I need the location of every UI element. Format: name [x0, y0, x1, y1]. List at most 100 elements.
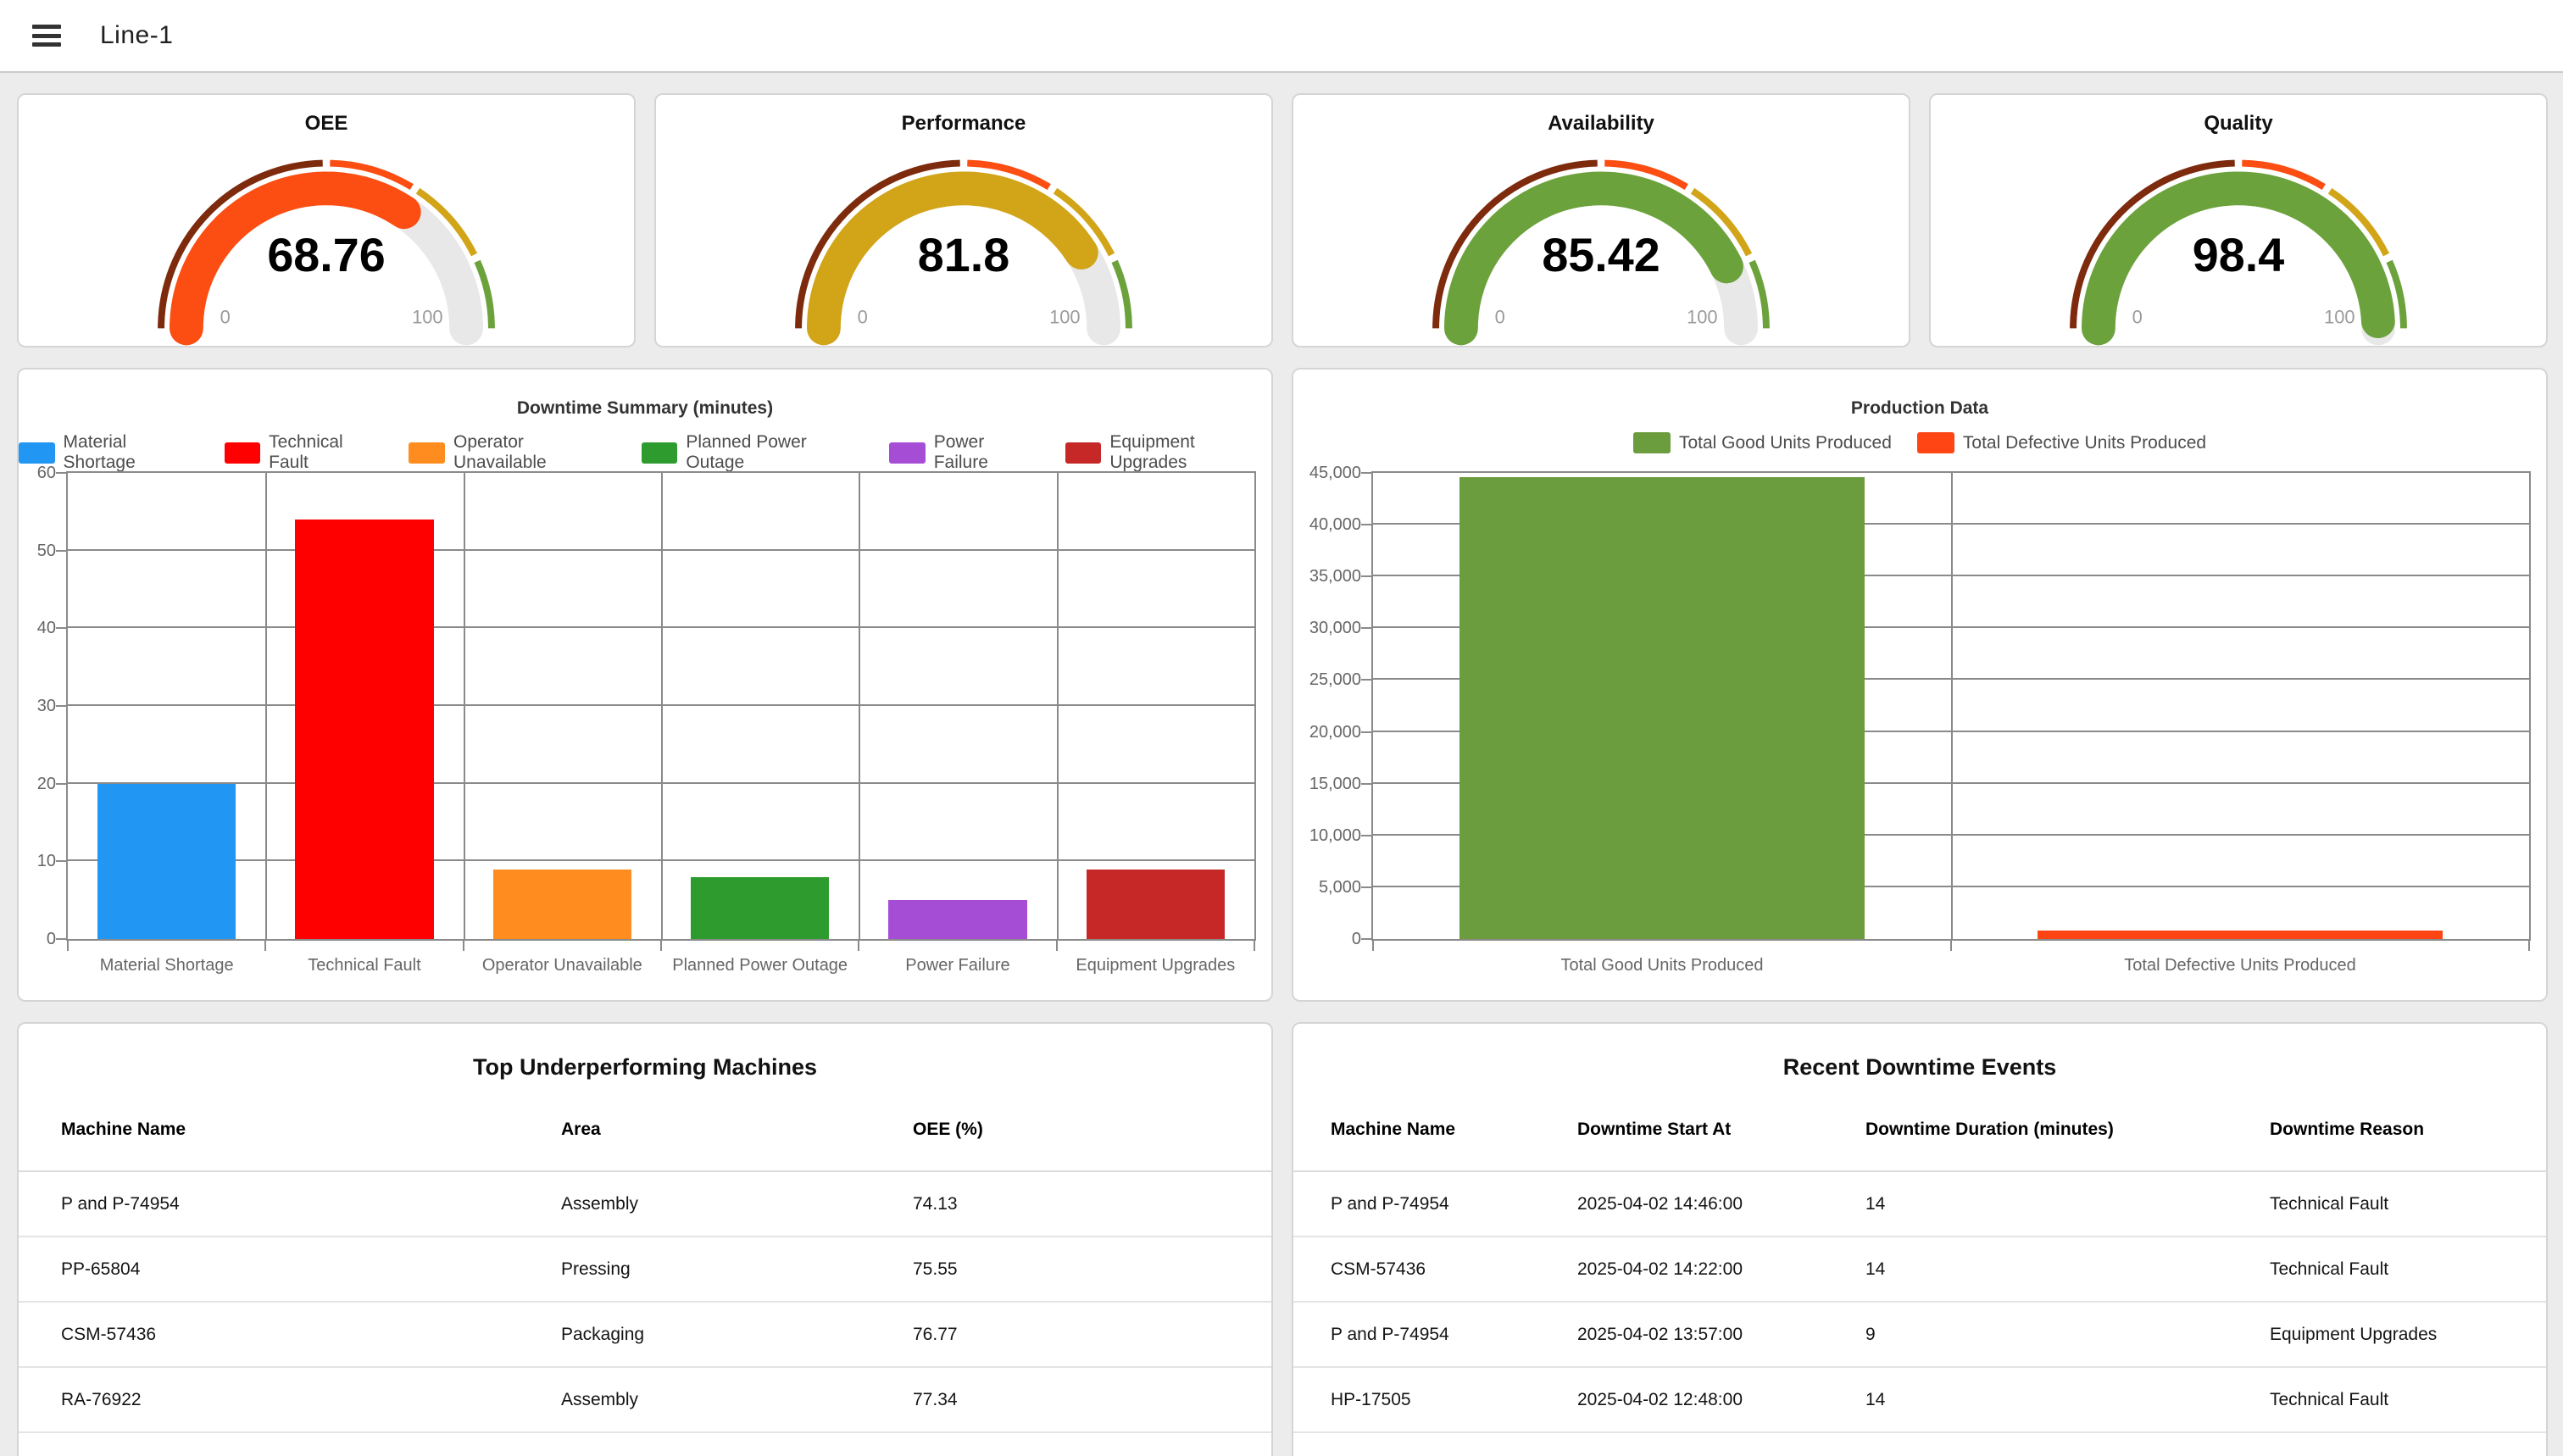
downtime-summary-chart-card: Downtime Summary (minutes) Material Shor…	[17, 368, 1273, 1002]
production-data-chart-card: Production Data Total Good Units Produce…	[1292, 368, 2548, 1002]
cell: Technical Fault	[2270, 1259, 2389, 1279]
gauge-progress	[2082, 171, 2395, 346]
legend-item[interactable]: Equipment Upgrades	[1065, 432, 1271, 473]
chart-plot-area: 0 5,000 10,000 15,000 20,000 25,000 30,000 35,0…	[1309, 464, 2531, 975]
gauge-scale-segment	[2242, 159, 2326, 191]
gridline-vertical	[463, 473, 465, 939]
legend-item[interactable]: Total Good Units Produced	[1632, 432, 1892, 453]
gauge-min-label: 0	[858, 306, 868, 327]
legend-item[interactable]: Technical Fault	[224, 432, 384, 473]
table-body: P and P-74954 Assembly 74.13 PP-65804 Pressi…	[19, 1172, 1271, 1433]
bar-4[interactable]	[691, 876, 830, 939]
cell: 2025-04-02 14:22:00	[1577, 1259, 1743, 1279]
x-axis-tick	[264, 941, 267, 951]
gauge-title: OEE	[304, 112, 348, 135]
cell: 14	[1865, 1193, 1886, 1214]
gauge-scale-segment	[795, 159, 960, 329]
gauge-scale-segment	[158, 159, 323, 329]
gauge-max-label: 100	[1049, 306, 1080, 327]
cell: P and P-74954	[1331, 1324, 1449, 1344]
cell: Assembly	[561, 1389, 639, 1409]
legend-swatch	[1632, 432, 1671, 453]
legend-label: Total Good Units Produced	[1678, 432, 1892, 453]
y-axis-tick	[56, 705, 66, 707]
x-axis-tick	[462, 941, 464, 951]
gauge-max-label: 100	[2324, 306, 2355, 327]
y-axis-tick	[56, 938, 66, 940]
y-axis-tick	[1361, 627, 1371, 630]
legend-item[interactable]: Planned Power Outage	[641, 432, 864, 473]
bar-3[interactable]	[492, 869, 631, 939]
y-axis-label: 40	[36, 619, 56, 638]
chart-title: Production Data	[1850, 398, 1989, 418]
legend-item[interactable]: Power Failure	[889, 432, 1040, 473]
x-axis-tick	[2528, 941, 2530, 951]
bar-5[interactable]	[888, 900, 1027, 939]
y-axis-tick	[1361, 782, 1371, 785]
legend-item[interactable]: Total Defective Units Produced	[1916, 432, 2206, 453]
gauge-scale-segment	[1749, 259, 1770, 329]
cell: 14	[1865, 1259, 1886, 1279]
cell: 74.13	[913, 1193, 958, 1214]
quality-gauge: 98.4 0 100	[2070, 159, 2407, 346]
gauge-scale-segment	[2070, 159, 2235, 329]
column-header: Downtime Duration (minutes)	[1865, 1120, 2114, 1139]
table-row: P and P-74954 2025-04-02 13:57:00 9 Equipme…	[1293, 1303, 2546, 1368]
bar-1[interactable]	[97, 783, 236, 939]
x-axis-tick	[67, 941, 69, 951]
cell: P and P-74954	[61, 1193, 180, 1214]
chart-plot-area: 0 10 20 30 40 50 60 Material Shortage Technical …	[37, 464, 1256, 975]
gauge-title: Quality	[2204, 112, 2273, 135]
y-axis-label: 15,000	[1309, 774, 1361, 793]
y-axis-label: 60	[36, 464, 56, 482]
x-axis-tick	[858, 941, 860, 951]
bar-2[interactable]	[295, 520, 434, 939]
gauge-progress	[170, 171, 421, 346]
gauge-scale-segment	[1690, 187, 1753, 257]
gauge-scale-segment	[2386, 259, 2407, 329]
availability-gauge: 85.42 0 100	[1432, 159, 1770, 346]
y-axis-tick	[1361, 938, 1371, 940]
gridline-vertical	[1951, 473, 1953, 939]
y-axis-label: 10,000	[1309, 825, 1361, 845]
legend-item[interactable]: Material Shortage	[19, 432, 199, 473]
gauge-value: 85.42	[1542, 229, 1660, 281]
cell: PP-65804	[61, 1259, 141, 1279]
legend-item[interactable]: Operator Unavailable	[409, 432, 615, 473]
legend-label: Technical Fault	[269, 432, 343, 472]
gauge-value: 81.8	[918, 229, 1009, 281]
gauge-scale-segment	[415, 187, 478, 257]
gauge-scale-segment	[330, 159, 414, 191]
x-axis-tick	[1950, 941, 1952, 951]
bar-6[interactable]	[1086, 869, 1225, 939]
gauge-scale-segment	[1432, 159, 1598, 329]
bar-1[interactable]	[1459, 476, 1865, 939]
gridline-vertical	[1056, 473, 1059, 939]
column-header: Machine Name	[61, 1120, 186, 1139]
gridline-vertical	[859, 473, 861, 939]
cell: RA-76922	[61, 1389, 142, 1409]
dashboard-content: OEE 68.76 0 100 Performance 81.8 0 100 Avail…	[0, 73, 2563, 1456]
y-axis-tick	[56, 472, 66, 474]
cell: CSM-57436	[1331, 1259, 1426, 1279]
y-axis-label: 5,000	[1318, 877, 1361, 897]
cell: CSM-57436	[61, 1324, 157, 1344]
x-axis-label: Planned Power Outage	[672, 956, 848, 975]
x-axis-tick	[660, 941, 662, 951]
cell: HP-17505	[1331, 1389, 1411, 1409]
x-axis-label: Total Defective Units Produced	[2124, 956, 2356, 975]
gauge-max-label: 100	[1687, 306, 1717, 327]
cell: Assembly	[561, 1193, 639, 1214]
legend-swatch	[409, 442, 445, 464]
legend-label: Operator Unavailable	[453, 432, 547, 472]
bar-2[interactable]	[2038, 931, 2443, 939]
y-axis-label: 50	[36, 541, 56, 560]
table-row: CSM-57436 2025-04-02 14:22:00 14 Technical …	[1293, 1237, 2546, 1303]
top-bar: Line-1	[0, 0, 2563, 73]
gauge-scale-segment	[474, 259, 495, 329]
y-axis-tick	[1361, 575, 1371, 578]
y-axis-tick	[1361, 731, 1371, 733]
table-header-row: Machine Name Downtime Start At Downtime Du…	[1293, 1081, 2546, 1172]
cell: 2025-04-02 12:48:00	[1577, 1389, 1743, 1409]
menu-icon[interactable]	[32, 25, 61, 47]
